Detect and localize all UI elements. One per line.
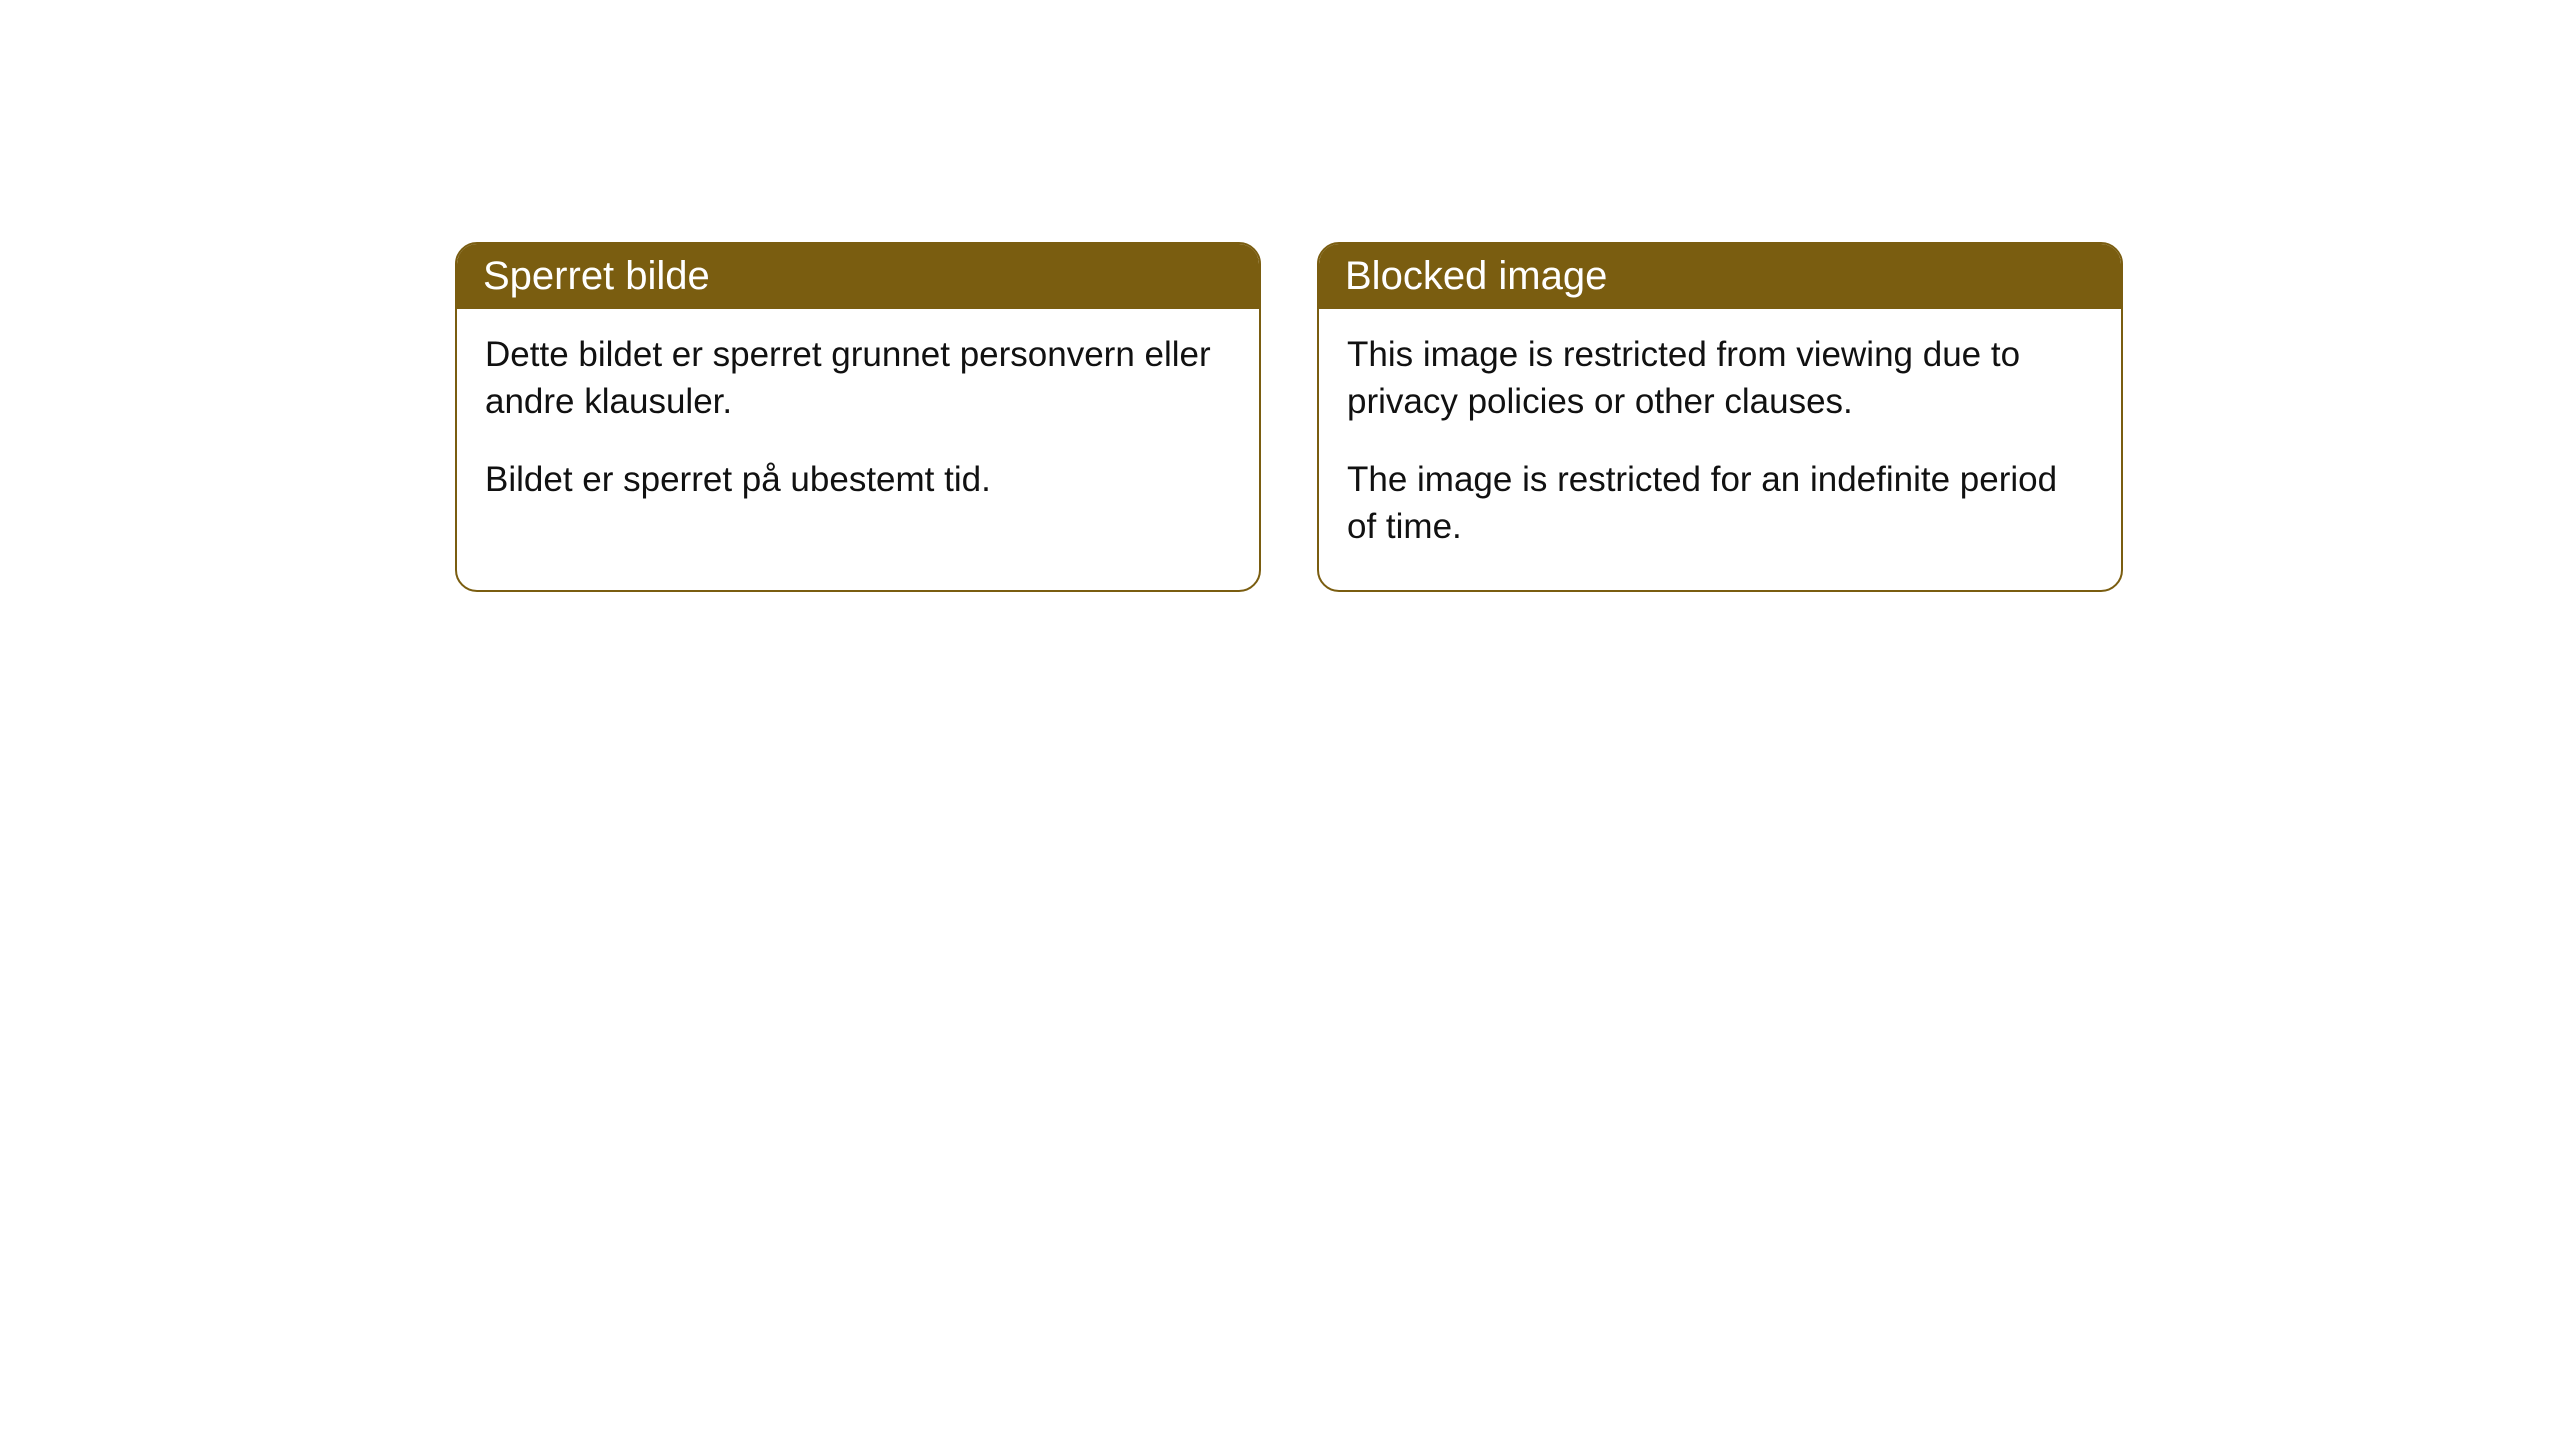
notice-cards-container: Sperret bilde Dette bildet er sperret gr… [455,242,2123,592]
notice-card-english: Blocked image This image is restricted f… [1317,242,2123,592]
notice-card-norwegian: Sperret bilde Dette bildet er sperret gr… [455,242,1261,592]
notice-paragraph-1-english: This image is restricted from viewing du… [1347,331,2093,426]
notice-body-english: This image is restricted from viewing du… [1319,309,2121,590]
notice-paragraph-2-norwegian: Bildet er sperret på ubestemt tid. [485,456,1231,503]
notice-header-norwegian: Sperret bilde [457,244,1259,309]
notice-body-norwegian: Dette bildet er sperret grunnet personve… [457,309,1259,543]
notice-paragraph-2-english: The image is restricted for an indefinit… [1347,456,2093,551]
notice-header-english: Blocked image [1319,244,2121,309]
notice-paragraph-1-norwegian: Dette bildet er sperret grunnet personve… [485,331,1231,426]
